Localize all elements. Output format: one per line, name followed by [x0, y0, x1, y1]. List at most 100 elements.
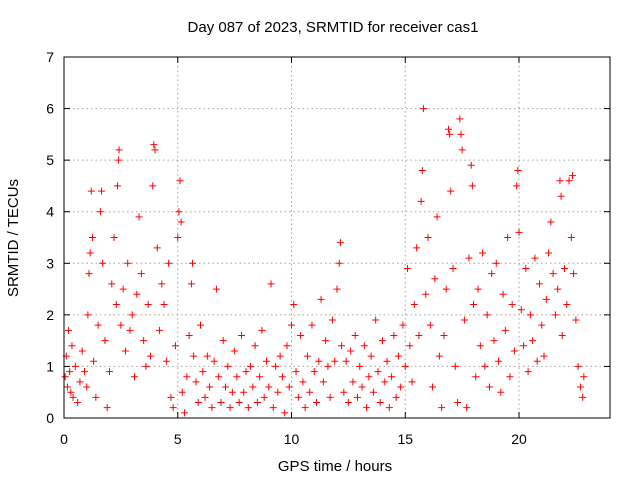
data-point [140, 337, 148, 345]
data-point [360, 342, 368, 350]
data-point [392, 393, 400, 401]
data-point [301, 404, 309, 412]
data-point [247, 362, 255, 370]
data-point [336, 239, 344, 247]
data-point [438, 404, 446, 412]
data-point [310, 368, 318, 376]
data-point [144, 301, 152, 309]
data-point [358, 383, 366, 391]
data-point [356, 362, 364, 370]
data-point [514, 166, 522, 174]
x-tick-label: 15 [397, 431, 413, 447]
data-point [374, 368, 382, 376]
data-point [479, 249, 487, 257]
data-point [215, 373, 223, 381]
data-point [335, 259, 343, 267]
data-point [326, 393, 334, 401]
data-point [203, 352, 211, 360]
data-point [504, 234, 512, 241]
data-point [174, 234, 182, 241]
y-tick-label: 7 [46, 49, 54, 65]
data-point [394, 352, 402, 360]
data-point [235, 399, 243, 407]
data-point [483, 311, 491, 319]
data-point [390, 331, 398, 339]
data-point [344, 399, 352, 407]
data-point [467, 161, 475, 169]
data-point [408, 378, 416, 386]
data-point [126, 326, 134, 334]
y-tick-label: 6 [46, 101, 54, 117]
data-point [580, 373, 588, 381]
data-point [69, 393, 77, 401]
data-point [171, 342, 179, 350]
data-point [303, 352, 311, 360]
data-point [574, 362, 582, 370]
data-point [388, 373, 396, 381]
data-point [545, 249, 553, 257]
data-point [192, 378, 200, 386]
data-point [258, 326, 266, 334]
data-points [61, 105, 588, 417]
data-point [440, 331, 448, 339]
data-point [175, 208, 183, 216]
data-point [526, 311, 534, 319]
data-point [165, 259, 173, 267]
data-point [283, 342, 291, 350]
data-point [276, 352, 284, 360]
x-tick-label: 5 [174, 431, 182, 447]
data-point [342, 357, 350, 365]
data-point [74, 399, 82, 407]
data-point [540, 352, 548, 360]
data-point [410, 301, 418, 309]
y-tick-label: 0 [46, 410, 54, 426]
data-point [372, 316, 380, 324]
data-point [333, 285, 341, 293]
x-tick-label: 0 [60, 431, 68, 447]
data-point [429, 383, 437, 391]
data-point [556, 177, 564, 185]
data-point [481, 362, 489, 370]
data-point [319, 378, 327, 386]
data-point [363, 404, 371, 412]
data-point [169, 404, 177, 412]
data-point [451, 362, 459, 370]
x-tick-label: 10 [284, 431, 300, 447]
data-point [442, 285, 450, 293]
data-point [98, 187, 106, 195]
data-point [288, 321, 295, 329]
data-point [278, 373, 286, 381]
data-point [185, 331, 193, 339]
data-point [458, 146, 466, 154]
data-point [219, 337, 227, 345]
data-point [128, 311, 136, 319]
data-point [106, 368, 113, 376]
data-point [224, 362, 232, 370]
data-point [465, 254, 473, 262]
data-point [292, 368, 300, 376]
data-point [181, 409, 189, 417]
data-point [457, 130, 465, 138]
data-point [76, 378, 84, 386]
data-point [113, 182, 121, 190]
data-point [115, 156, 123, 164]
data-point [262, 357, 270, 365]
y-tick-label: 3 [46, 255, 54, 271]
y-axis-title: SRMTID / TECUs [5, 179, 22, 297]
data-point [557, 192, 565, 200]
data-point [137, 270, 145, 278]
data-point [417, 197, 425, 205]
data-point [249, 383, 257, 391]
y-tick-label: 1 [46, 358, 54, 374]
data-point [167, 393, 175, 401]
data-point [251, 342, 259, 350]
data-point [121, 347, 129, 355]
data-point [88, 234, 96, 241]
data-point [285, 383, 293, 391]
data-point [533, 357, 541, 365]
data-point [108, 280, 116, 288]
data-point [226, 404, 234, 412]
data-point [162, 357, 170, 365]
